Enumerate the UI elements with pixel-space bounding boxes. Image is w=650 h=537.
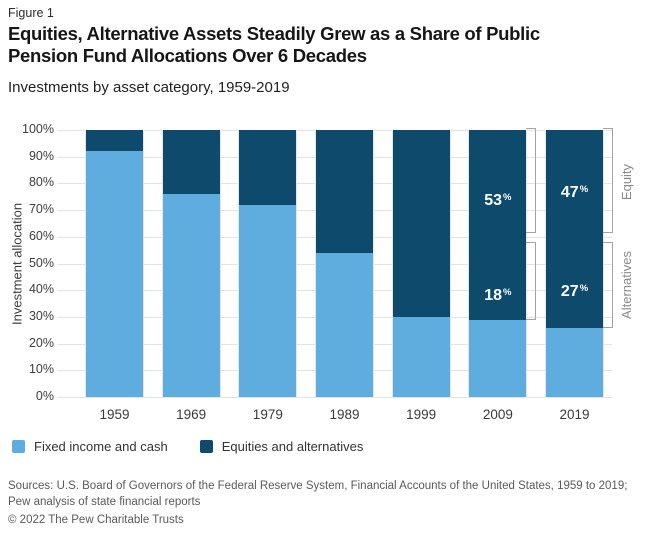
figure-title-line-1: Equities, Alternative Assets Steadily Gr…	[8, 23, 540, 44]
bar-1959	[86, 130, 143, 397]
bar-edge-line	[161, 130, 163, 397]
chart-legend: Fixed income and cash Equities and alter…	[12, 439, 363, 454]
figure-title: Equities, Alternative Assets Steadily Gr…	[8, 23, 540, 67]
bar-edge-line	[315, 130, 316, 397]
bar-edge-line	[391, 130, 393, 397]
equity-bracket	[603, 128, 614, 233]
bar-segment-equities-alternatives	[469, 130, 527, 320]
bar-segment-fixed-income	[239, 204, 297, 397]
x-axis-tick-label: 1979	[252, 407, 283, 422]
y-axis-tick-label: 80%	[28, 175, 54, 190]
x-axis-tick-label: 1999	[406, 407, 437, 422]
bar-edge-line	[468, 130, 470, 397]
x-axis-tick-label: 2019	[559, 407, 590, 422]
y-axis-tick-label: 50%	[28, 255, 54, 270]
bar-edge-line	[603, 130, 605, 397]
legend-label-equities-alternatives: Equities and alternatives	[221, 439, 364, 454]
y-axis-tick-label: 40%	[28, 282, 54, 297]
y-axis-tick-label: 30%	[28, 308, 54, 323]
bar-edge-line	[526, 130, 528, 397]
alternatives-value-label: 27%	[560, 282, 589, 300]
equity-side-label: Equity	[619, 163, 635, 200]
bar-edge-line	[85, 130, 86, 397]
alternatives-bracket	[526, 242, 537, 320]
y-axis-tick-label: 60%	[28, 228, 54, 243]
bar-2019	[546, 130, 604, 397]
bar-segment-fixed-income	[316, 252, 373, 397]
legend-swatch-equities-alternatives	[199, 440, 213, 453]
bar-segment-fixed-income	[469, 319, 527, 397]
figure-subtitle: Investments by asset category, 1959-2019	[8, 79, 290, 96]
sources-text: Sources: U.S. Board of Governors of the …	[8, 480, 628, 509]
y-axis-tick-label: 100%	[22, 122, 54, 136]
y-axis-tick-label: 10%	[28, 362, 54, 377]
x-axis-tick-label: 1969	[176, 407, 207, 422]
bar-segment-fixed-income	[162, 194, 220, 397]
legend-item-fixed-income: Fixed income and cash	[12, 439, 168, 454]
bar-segment-equities-alternatives	[392, 130, 450, 317]
x-axis-tick-label: 1959	[99, 407, 130, 422]
bar-edge-line	[545, 130, 547, 397]
bar-edge-line	[449, 130, 451, 397]
legend-swatch-fixed-income	[12, 440, 25, 453]
bar-edge-line	[143, 130, 144, 397]
y-axis-tick-label: 20%	[28, 335, 54, 350]
x-axis-tick-label: 1989	[329, 407, 360, 422]
bar-1999	[392, 130, 450, 397]
bar-edge-line	[296, 130, 298, 397]
bar-segment-equities-alternatives	[239, 130, 297, 205]
legend-item-equities-alternatives: Equities and alternatives	[199, 439, 364, 454]
bar-edge-line	[373, 130, 374, 397]
alternatives-bracket	[603, 242, 614, 328]
bar-segment-fixed-income	[86, 151, 143, 397]
equity-value-label: 53%	[484, 191, 512, 209]
bar-edge-line	[219, 130, 221, 397]
equity-bracket	[526, 128, 537, 233]
equity-value-label: 47%	[560, 183, 589, 201]
y-axis-tick-label: 0%	[35, 389, 54, 403]
bar-segment-equities-alternatives	[316, 130, 373, 253]
bar-segment-fixed-income	[392, 316, 450, 397]
gridline	[58, 397, 612, 398]
x-axis-tick-label: 2009	[482, 407, 513, 422]
bar-1979	[239, 130, 297, 397]
bar-segment-equities-alternatives	[546, 130, 604, 328]
figure-title-line-2: Pension Fund Allocations Over 6 Decades	[8, 45, 367, 66]
alternatives-side-label: Alternatives	[619, 250, 635, 319]
copyright-text: © 2022 The Pew Charitable Trusts	[8, 514, 184, 526]
plot-area: Investment allocation 100% 90% 80% 70% 60% 50…	[10, 122, 635, 422]
bar-1969	[162, 130, 220, 397]
bar-segment-fixed-income	[546, 327, 604, 397]
bar-segment-equities-alternatives	[86, 130, 143, 152]
figure-label: Figure 1	[8, 6, 54, 20]
bar-1989	[316, 130, 373, 397]
legend-label-fixed-income: Fixed income and cash	[34, 439, 168, 454]
bar-segment-equities-alternatives	[162, 130, 220, 195]
bar-edge-line	[238, 130, 240, 397]
alternatives-value-label: 18%	[484, 286, 512, 304]
y-axis-tick-label: 90%	[28, 148, 54, 163]
bar-2009	[469, 130, 527, 397]
y-axis-tick-label: 70%	[28, 202, 54, 217]
